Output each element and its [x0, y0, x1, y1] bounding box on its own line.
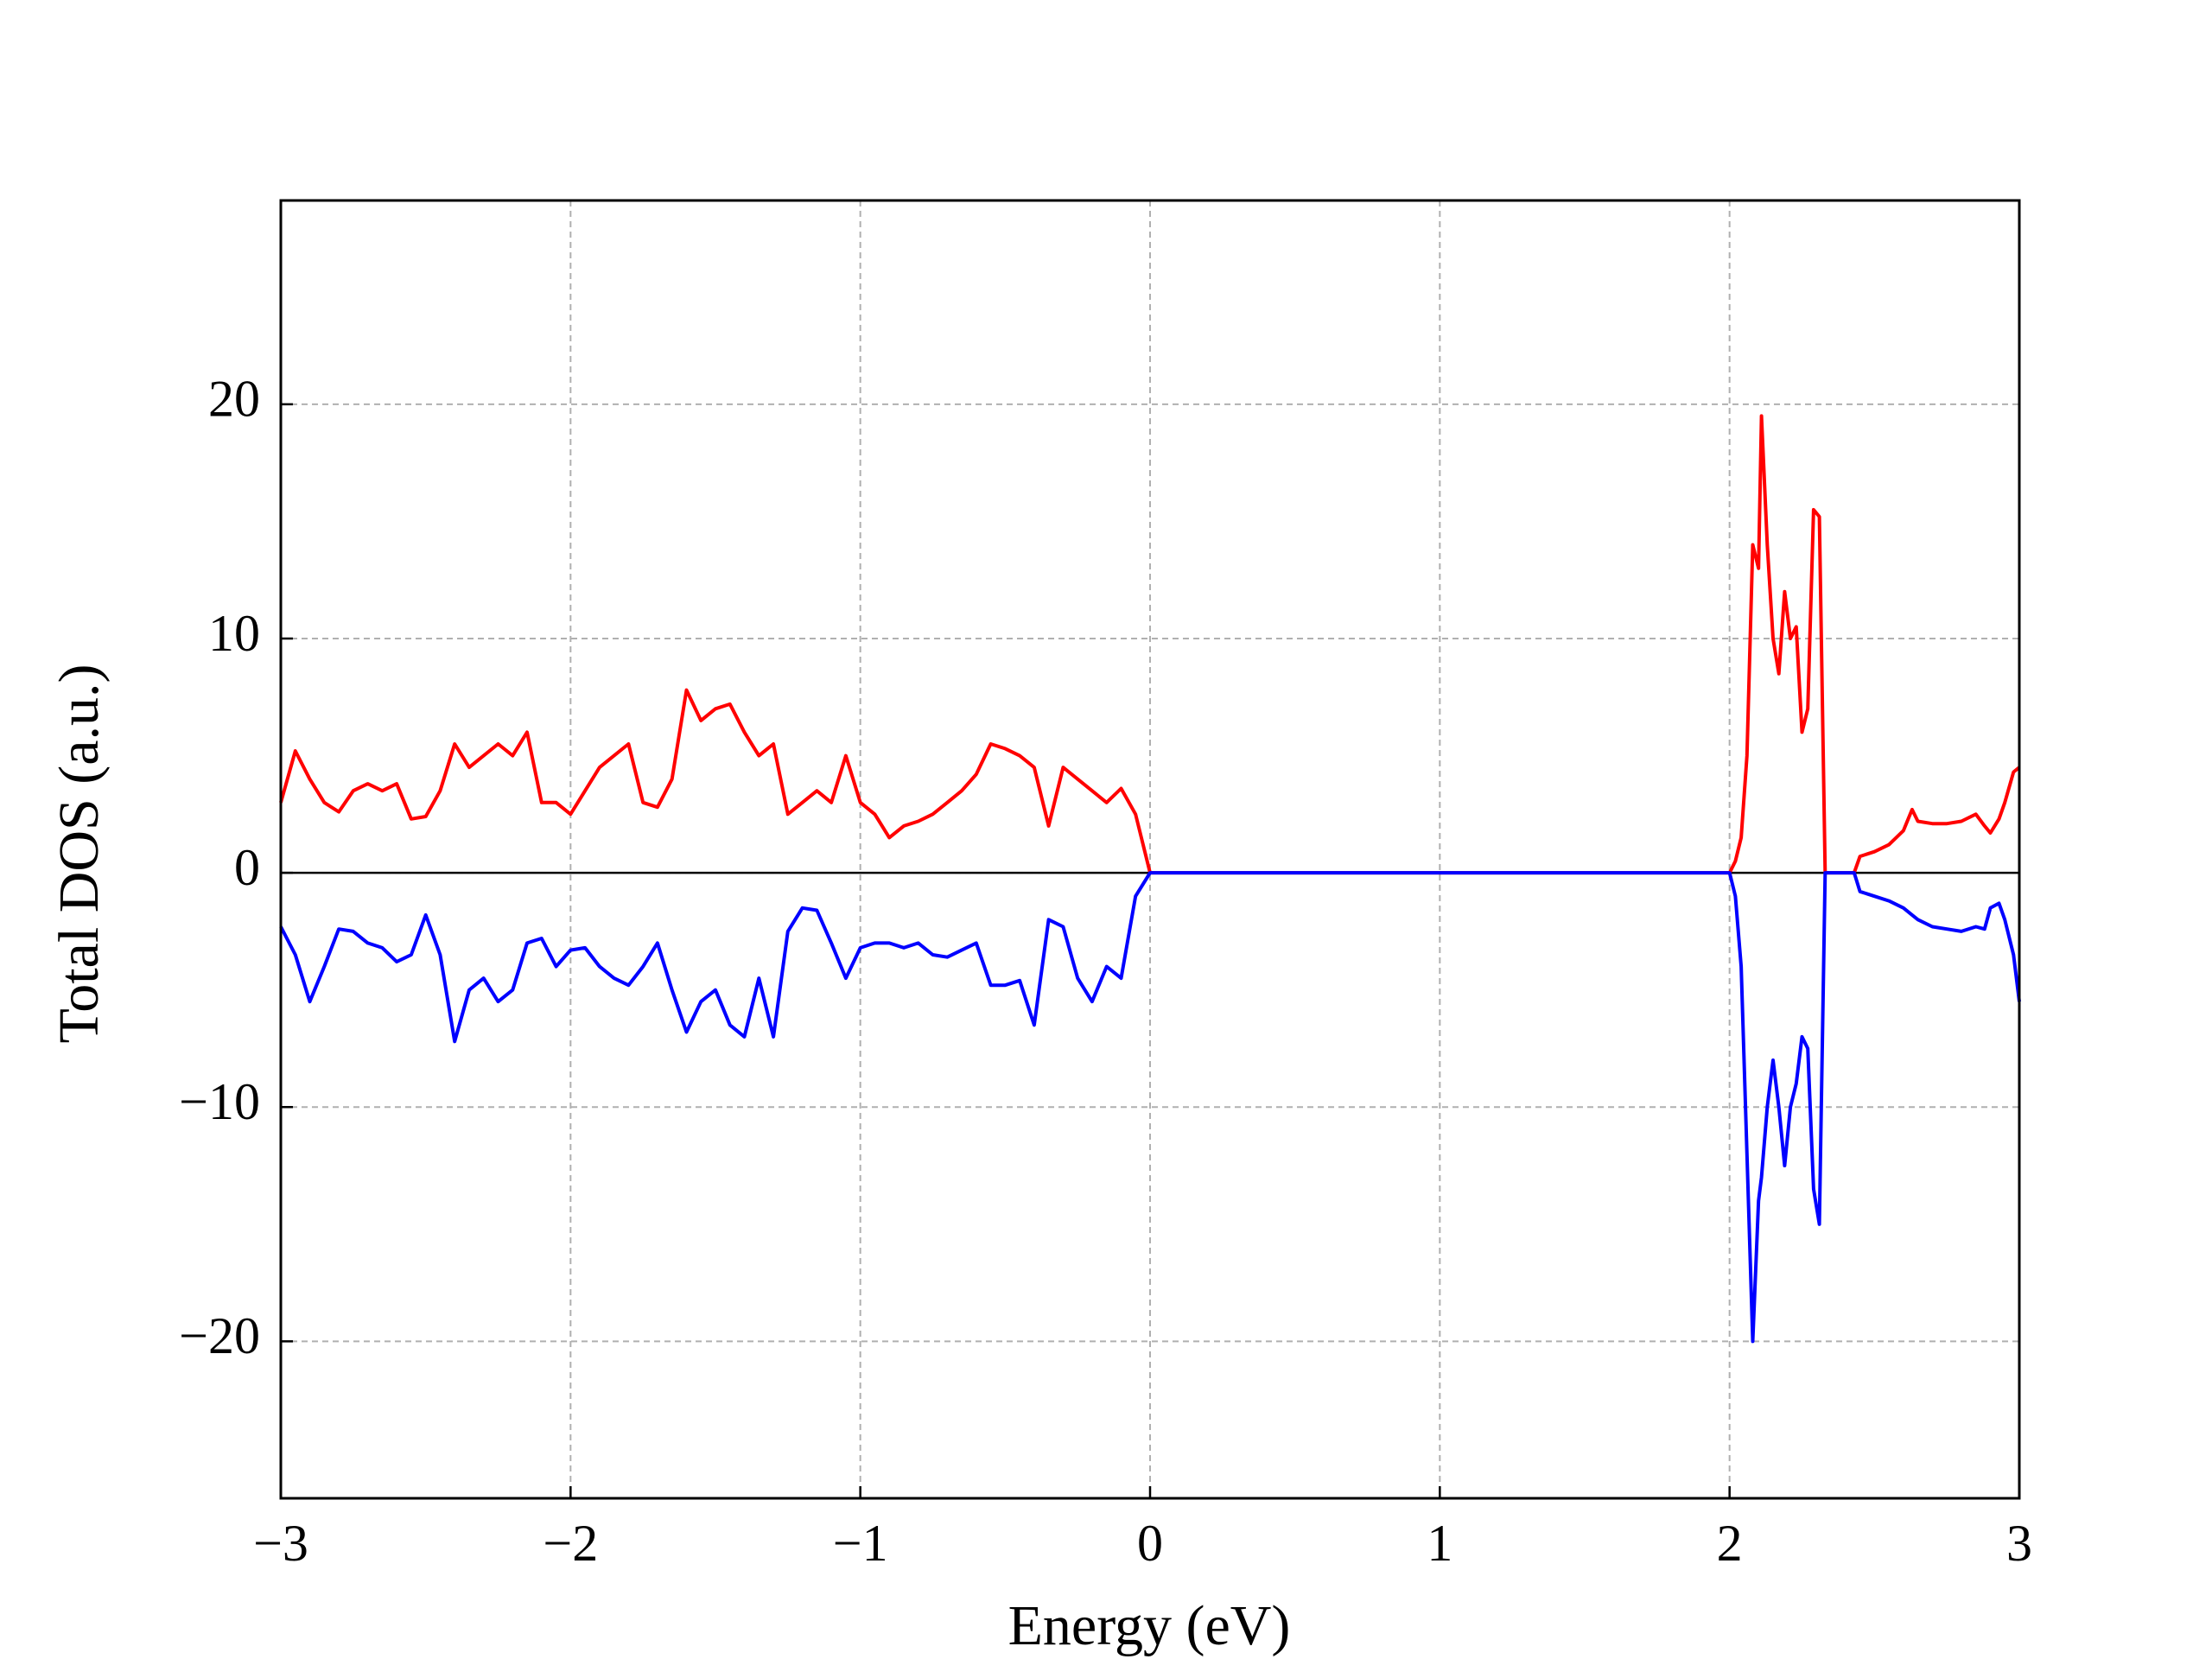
- plot-frame: [279, 199, 2021, 1500]
- y-tick-label: 0: [234, 839, 260, 896]
- x-tick-label: 2: [1717, 1515, 1743, 1572]
- x-tick-label: −3: [253, 1515, 308, 1572]
- x-tick-label: −1: [833, 1515, 888, 1572]
- y-tick-label: −20: [179, 1307, 260, 1364]
- y-tick-label: 20: [208, 371, 260, 428]
- x-tick-label: 1: [1427, 1515, 1452, 1572]
- y-tick-label: −10: [179, 1073, 260, 1130]
- series-line: [279, 871, 2021, 1344]
- x-tick-label: −2: [543, 1515, 598, 1572]
- y-tick-label: 10: [208, 605, 260, 662]
- y-axis-label: Total DOS (a.u.): [48, 664, 111, 1044]
- x-tick-label: 3: [2006, 1515, 2032, 1572]
- x-axis-label: Energy (eV): [1008, 1594, 1291, 1657]
- x-tick-label: 0: [1137, 1515, 1163, 1572]
